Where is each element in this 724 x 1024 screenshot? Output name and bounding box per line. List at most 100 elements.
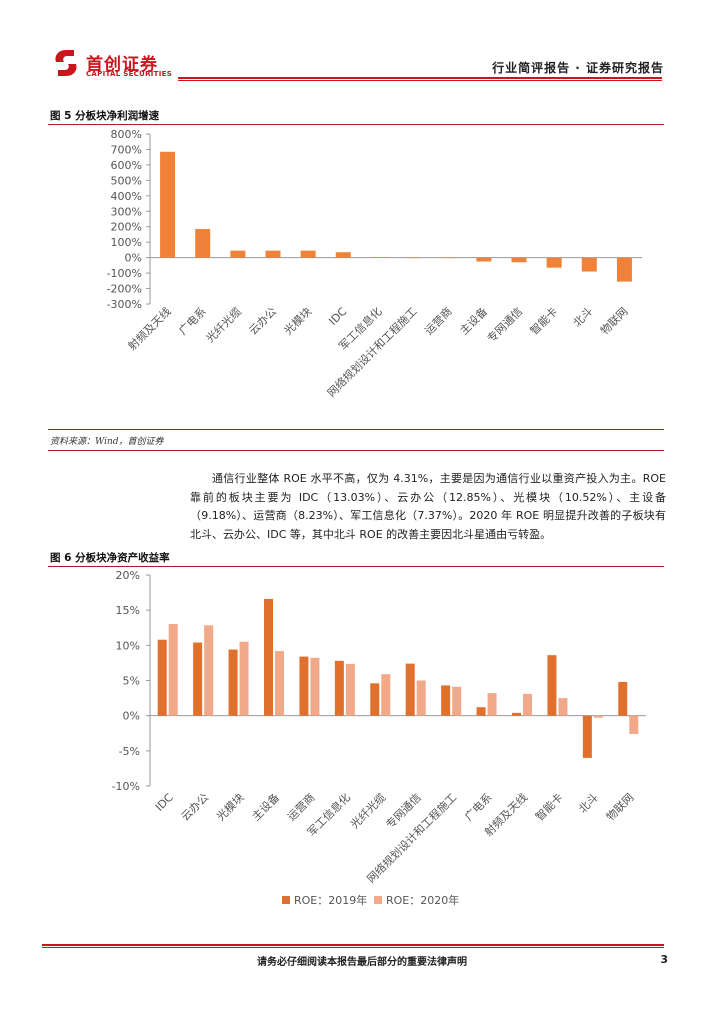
header-divider [178,77,662,79]
y-tick-label: 800% [111,128,142,141]
bar [476,257,492,262]
x-tick-label: 光模块 [281,304,314,337]
bar [195,229,211,258]
bar [616,257,632,282]
x-tick-label: 北斗 [576,791,601,816]
figure6-top-rule [48,566,664,567]
bar [441,257,457,259]
bar [370,257,386,258]
bar-2020 [487,693,497,716]
y-tick-label: 100% [111,236,142,249]
page-number: 3 [660,953,668,966]
y-tick-label: -5% [119,745,140,758]
bar-2019 [441,685,451,716]
legend-swatch [374,896,382,904]
y-tick-label: -100% [107,267,142,280]
y-tick-label: -200% [107,283,142,296]
bar-2020 [204,625,214,716]
y-tick-label: 500% [111,174,142,187]
legend-label: ROE：2020年 [386,893,459,907]
bar-2020 [239,641,249,716]
x-tick-label: 专网通信 [484,304,525,345]
y-tick-label: 20% [116,569,140,582]
figure6-chart: 20%15%10%5%0%-5%-10%IDC 云办公 光模块 主设备 运营商军工信息化… [112,569,646,907]
x-tick-label: 北斗 [571,305,596,330]
y-tick-label: 200% [111,221,142,234]
bar-2019 [512,712,521,716]
bar-2020 [558,698,568,716]
bar [511,257,527,263]
y-tick-label: 300% [111,205,142,218]
logo-text-cn: 首创证券 [86,55,158,75]
x-tick-label: 运营商 [422,304,455,337]
bar-2019 [547,655,557,716]
x-tick-label: 云办公 [247,305,280,338]
y-tick-label: 400% [111,190,142,203]
bar [230,250,246,258]
bar [546,257,562,268]
x-tick-label: 智能卡 [527,304,560,337]
x-tick-label: 广电系 [176,305,209,338]
y-tick-label: 5% [123,675,140,688]
bar-2019 [476,707,486,716]
header-divider-thin [178,80,662,81]
x-tick-label: 光纤光缆 [347,790,388,831]
bar-2019 [299,656,309,716]
legend-swatch [282,896,290,904]
bar [160,151,176,258]
y-tick-label: 600% [111,159,142,172]
figure5-source: 资料来源：Wind，首创证券 [50,437,164,447]
x-tick-label: 物联网 [603,790,636,823]
x-tick-label: 光纤光缆 [203,304,244,345]
bar [406,257,422,259]
bar [335,252,351,258]
bar-2020 [416,680,426,716]
figure5-chart: 800% 700% 600% 500% 400% 300% 200% 100% 0% -100% -… [107,128,642,400]
x-tick-label: 光模块 [213,790,246,823]
x-tick-label: 云办公 [179,791,212,824]
logo-icon [55,50,77,76]
bar-2019 [264,598,273,716]
x-tick-label: 智能卡 [532,790,565,823]
bar-2020 [629,715,639,734]
y-tick-label: 0% [123,710,140,723]
legend-label: ROE：2019年 [294,893,367,907]
x-tick-label: IDC [153,791,176,814]
legal-notice: 请务必仔细阅读本报告最后部分的重要法律声明 [257,957,467,968]
bar-2019 [618,681,628,716]
bar-2019 [582,715,592,758]
y-tick-label: -10% [112,780,140,793]
y-tick-label: 15% [116,604,140,617]
bar-2019 [405,663,415,716]
x-tick-label: 主设备 [457,304,490,337]
footer-divider-thin [42,947,664,948]
bar-2020 [310,657,320,716]
body-paragraph: 通信行业整体 ROE 水平不高，仅为 4.31%，主要是因为通信行业以重资产投入… [190,470,666,544]
bar-2019 [193,642,203,716]
figure6-title: 图 6 分板块净资产收益率 [50,552,170,564]
x-tick-label: 运营商 [284,790,317,823]
logo-text-en: CAPITAL SECURITIES [86,70,173,78]
bar-2019 [334,660,344,716]
bar [265,250,281,258]
bar [300,250,316,258]
bar-2019 [370,683,380,716]
report-type: 行业简评报告 · 证券研究报告 [492,61,664,75]
bar [581,257,597,272]
x-tick-label: IDC [326,305,349,328]
body-paragraph-text: 通信行业整体 ROE 水平不高，仅为 4.31%，主要是因为通信行业以重资产投入… [190,472,666,541]
x-tick-label: 主设备 [249,790,282,823]
y-tick-label: 700% [111,143,142,156]
x-tick-label: 射频及天线 [125,304,174,353]
bar-2020 [345,663,355,716]
figure5-title: 图 5 分板块净利润增速 [50,110,160,122]
bar-2020 [523,693,532,716]
footer-divider [42,944,664,946]
bar-2020 [452,686,462,716]
x-tick-label: 物联网 [597,304,630,337]
bar-2019 [157,639,167,716]
y-tick-label: -300% [107,298,142,311]
bar-2019 [228,649,238,716]
bar-2020 [168,624,178,716]
y-tick-label: 0% [125,252,142,265]
